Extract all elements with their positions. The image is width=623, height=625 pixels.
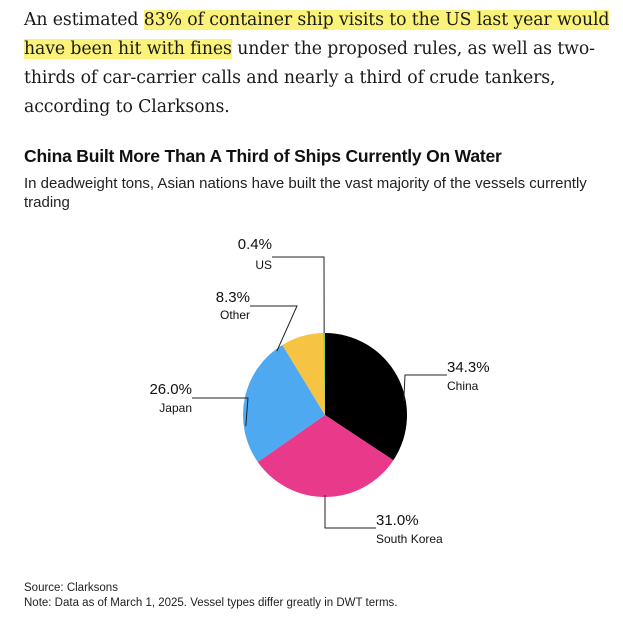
chart-subtitle: In deadweight tons, Asian nations have b… — [24, 175, 587, 211]
chart-source: Source: Clarksons — [24, 582, 118, 594]
pie-slice-china — [325, 333, 407, 461]
leader-line-japan — [192, 397, 249, 427]
article-paragraph: An estimated 83% of container ship visit… — [24, 6, 614, 122]
pie-slice-south-korea — [257, 415, 394, 497]
slice-value-japan: 26.0% — [149, 381, 192, 398]
leader-line-other — [250, 305, 298, 352]
slice-label-us: US — [255, 258, 272, 272]
leader-line-south-korea — [324, 495, 376, 529]
slice-value-south-korea: 31.0% — [376, 512, 419, 529]
chart-note: Note: Data as of March 1, 2025. Vessel t… — [24, 597, 398, 609]
slice-label-china: China — [447, 379, 479, 393]
chart-footer: Source: Clarksons Note: Data as of March… — [24, 581, 614, 611]
pie-slice-other — [282, 333, 325, 415]
article-text-after: under the proposed rules, as well as two… — [24, 39, 595, 117]
chart-title: China Built More Than A Third of Ships C… — [24, 146, 502, 166]
pie-slice-japan — [242, 344, 325, 462]
pie-slice-us — [322, 333, 325, 415]
article-text-before: An estimated — [24, 10, 144, 30]
slice-value-china: 34.3% — [447, 359, 490, 376]
slice-value-us: 0.4% — [238, 236, 272, 253]
slice-label-japan: Japan — [159, 401, 192, 415]
slice-value-other: 8.3% — [216, 289, 250, 306]
slice-label-other: Other — [220, 308, 250, 322]
leader-line-china — [403, 374, 447, 402]
leader-line-us — [272, 256, 325, 334]
slice-label-south-korea: South Korea — [376, 532, 443, 546]
